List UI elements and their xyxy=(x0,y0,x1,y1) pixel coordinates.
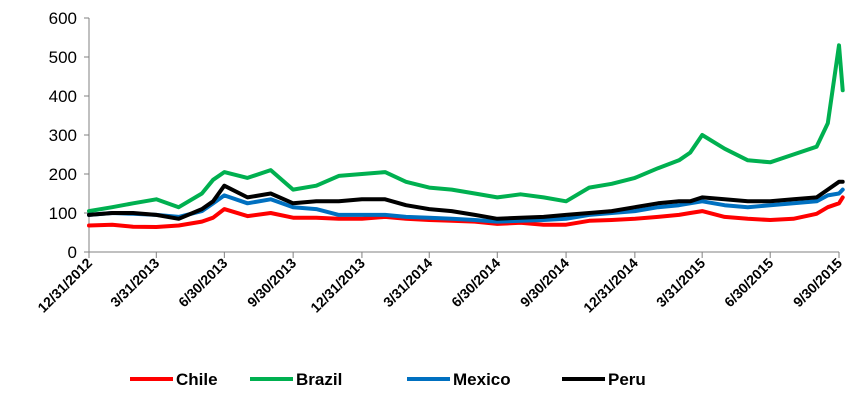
x-tick-label: 12/31/2013 xyxy=(307,255,368,316)
x-tick-label: 12/31/2014 xyxy=(580,255,641,316)
x-tick-label: 9/30/2013 xyxy=(244,255,300,311)
x-tick-label: 12/31/2012 xyxy=(34,255,95,316)
x-tick-label: 6/30/2015 xyxy=(721,255,777,311)
legend: Chile Brazil Mexico Peru xyxy=(130,370,646,389)
y-tick-label: 300 xyxy=(49,126,77,145)
legend-label-mexico: Mexico xyxy=(453,370,511,389)
x-tick-label: 6/30/2013 xyxy=(175,255,231,311)
series-line-brazil xyxy=(87,43,845,214)
series-lines xyxy=(87,43,845,229)
y-tick-label: 500 xyxy=(49,48,77,67)
legend-label-peru: Peru xyxy=(608,370,646,389)
x-tick-label: 9/30/2015 xyxy=(790,255,846,311)
x-tick-label: 6/30/2014 xyxy=(448,255,504,311)
legend-label-chile: Chile xyxy=(176,370,218,389)
series-line-peru xyxy=(87,179,845,221)
x-tick-label: 3/31/2013 xyxy=(107,255,163,311)
y-tick-label: 400 xyxy=(49,87,77,106)
x-tick-label: 3/31/2015 xyxy=(653,255,709,311)
x-tick-labels: 12/31/2012 3/31/2013 6/30/2013 9/30/2013 12/… xyxy=(34,252,845,316)
x-tick-label: 3/31/2014 xyxy=(380,255,436,311)
y-tick-label: 100 xyxy=(49,204,77,223)
legend-label-brazil: Brazil xyxy=(296,370,342,389)
y-tick-label: 0 xyxy=(68,243,77,262)
y-tick-labels: 0 100 200 300 400 500 600 xyxy=(49,9,89,262)
x-tick-label: 9/30/2014 xyxy=(517,255,573,311)
y-tick-label: 600 xyxy=(49,9,77,28)
y-tick-label: 200 xyxy=(49,165,77,184)
